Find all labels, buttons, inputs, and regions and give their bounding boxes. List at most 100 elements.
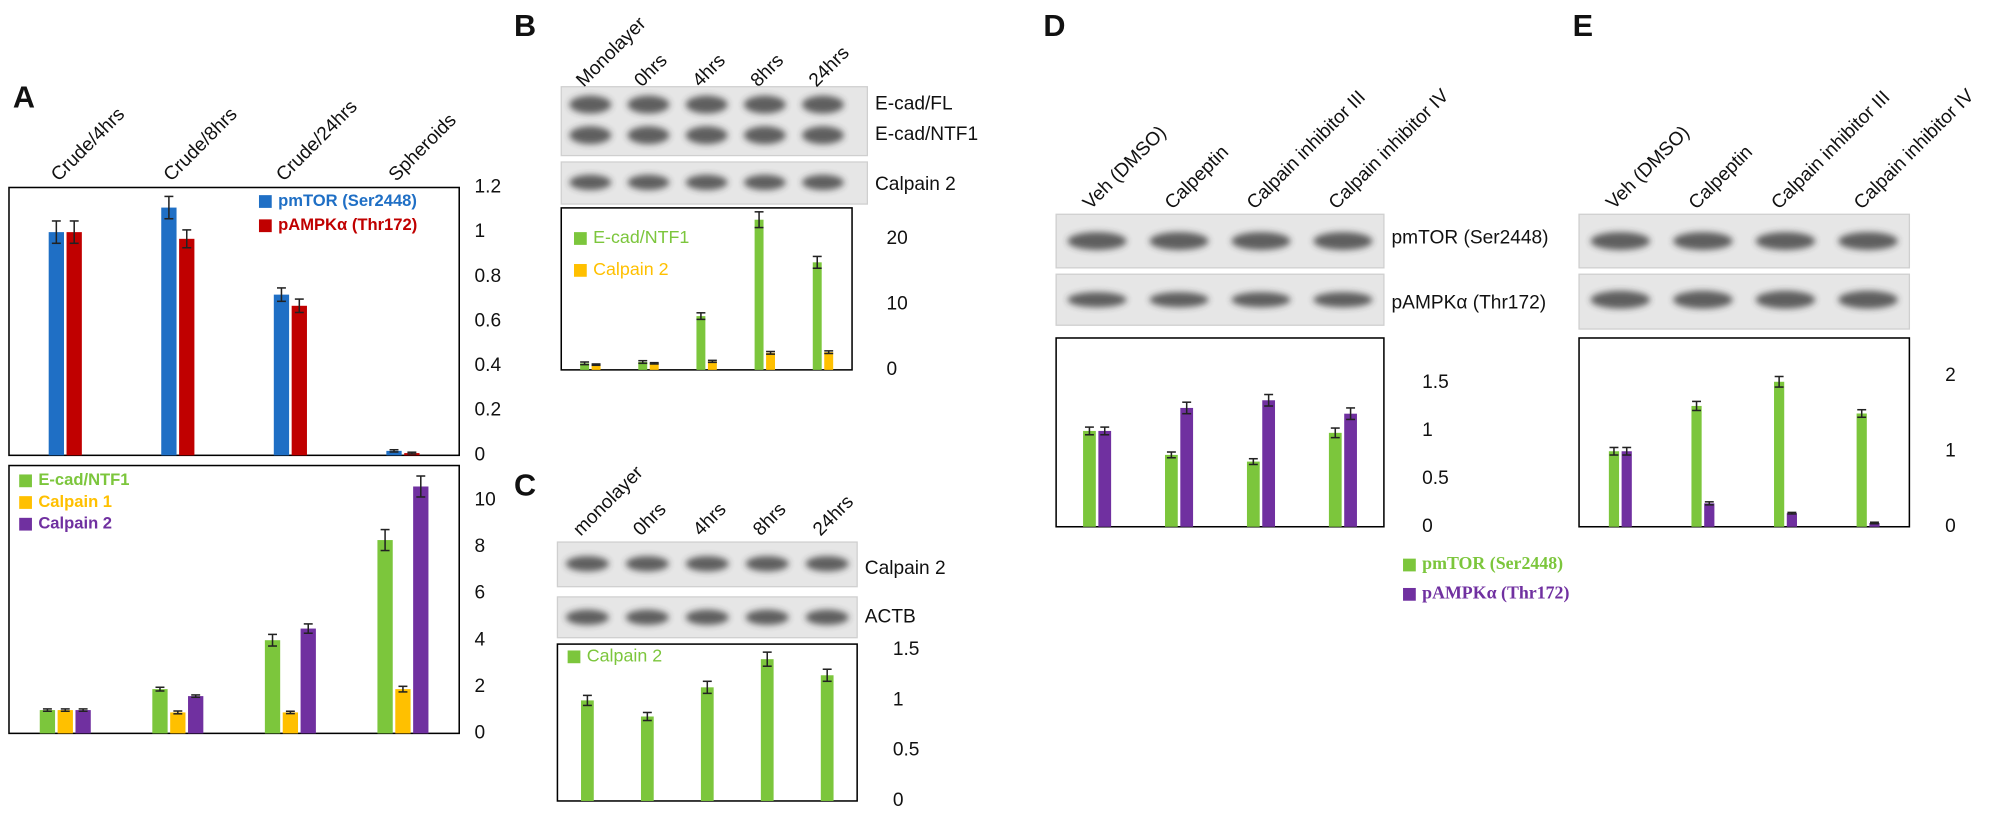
legend-swatch <box>1403 587 1416 601</box>
bar <box>1098 430 1112 527</box>
y-tick-label: 1.5 <box>1422 372 1449 393</box>
bar <box>1262 400 1276 527</box>
error-bar <box>1166 451 1176 459</box>
bar <box>188 696 204 734</box>
bar <box>75 710 91 734</box>
blot-band <box>743 95 786 114</box>
y-tick-label: 1 <box>1422 420 1433 441</box>
y-tick-label: 6 <box>475 583 486 604</box>
y-tick-label: 0 <box>475 444 486 465</box>
bar <box>413 486 429 734</box>
plot-frame <box>560 207 853 371</box>
bar <box>707 361 717 370</box>
bar <box>760 659 774 801</box>
blot-band <box>743 126 786 145</box>
y-tick-label: 0.5 <box>893 740 920 761</box>
blot-band <box>569 126 612 145</box>
bar <box>1083 430 1096 527</box>
bar <box>300 628 316 734</box>
bar <box>1608 451 1620 527</box>
error-bar <box>824 350 834 355</box>
error-bar <box>1084 426 1094 436</box>
y-tick-label: 1 <box>475 221 486 242</box>
error-bar <box>707 359 717 364</box>
blot-label: Calpain 2 <box>865 558 946 579</box>
error-bar <box>582 694 592 707</box>
blot-band <box>565 609 609 625</box>
blot-band <box>1149 232 1209 250</box>
x-tick-label: Crude/4hrs <box>47 104 129 186</box>
bar <box>1774 381 1785 527</box>
legend-swatch <box>258 195 272 208</box>
blot-band <box>685 609 729 625</box>
x-tick-label: 0hrs <box>631 50 672 91</box>
error-bar <box>638 359 648 365</box>
error-bar <box>1870 521 1879 525</box>
bar <box>179 238 195 456</box>
error-bar <box>1346 407 1356 421</box>
panel-label: C <box>514 468 536 502</box>
y-tick-label: 10 <box>475 490 496 511</box>
error-bar <box>1692 400 1702 412</box>
blot-band <box>1313 292 1373 308</box>
bar <box>386 450 402 456</box>
bar <box>638 362 648 370</box>
legend-label: pAMPKα (Thr172) <box>278 215 417 234</box>
blot-label: pmTOR (Ser2448) <box>1392 228 1549 249</box>
bar <box>1691 405 1702 527</box>
error-bar <box>642 711 652 722</box>
legend-swatch <box>574 264 587 277</box>
error-bar <box>649 361 659 365</box>
bar <box>754 219 764 370</box>
bar <box>291 305 307 456</box>
error-bar <box>191 694 201 699</box>
legend-swatch <box>19 496 32 509</box>
bar <box>395 689 411 734</box>
y-tick-label: 0.6 <box>475 310 502 331</box>
blot-band <box>1673 232 1733 250</box>
blot-band <box>802 126 844 145</box>
error-bar <box>398 685 408 693</box>
x-tick-label: Spheroids <box>385 110 461 186</box>
error-bar <box>69 220 79 245</box>
legend-swatch <box>567 650 581 664</box>
blot-band <box>1067 232 1127 250</box>
error-bar <box>416 475 426 498</box>
error-bar <box>182 229 192 249</box>
blot-band <box>1231 232 1291 250</box>
blot-band <box>625 556 669 572</box>
legend-swatch <box>1403 558 1416 572</box>
plot-frame <box>8 464 460 735</box>
legend-label: pmTOR (Ser2448) <box>278 191 417 210</box>
bar <box>581 700 594 801</box>
legend-label: E-cad/NTF1 <box>593 227 689 247</box>
x-tick-label: 4hrs <box>689 499 730 540</box>
x-tick-label: Veh (DMSO) <box>1079 122 1171 214</box>
blot-band <box>1067 292 1127 308</box>
y-tick-label: 2 <box>475 676 486 697</box>
bar <box>1704 503 1715 527</box>
blot-band <box>1590 232 1651 250</box>
plot-frame <box>1055 337 1385 528</box>
panel-label: D <box>1043 9 1065 43</box>
bar <box>1869 522 1880 527</box>
error-bar <box>1248 457 1258 466</box>
error-bar <box>580 361 590 366</box>
legend-swatch <box>19 474 32 488</box>
legend-swatch <box>258 219 272 233</box>
error-bar <box>766 350 776 355</box>
blot-band <box>802 174 844 191</box>
blot-label: ACTB <box>865 606 916 627</box>
error-bar <box>1330 427 1340 439</box>
error-bar <box>696 312 706 321</box>
y-tick-label: 4 <box>475 629 486 650</box>
error-bar <box>155 686 165 692</box>
legend-swatch <box>574 232 587 245</box>
error-bar <box>1609 446 1619 456</box>
plot-frame <box>1578 337 1911 528</box>
bar <box>1786 513 1797 527</box>
bar <box>820 675 834 801</box>
error-bar <box>702 680 712 695</box>
error-bar <box>285 710 295 715</box>
